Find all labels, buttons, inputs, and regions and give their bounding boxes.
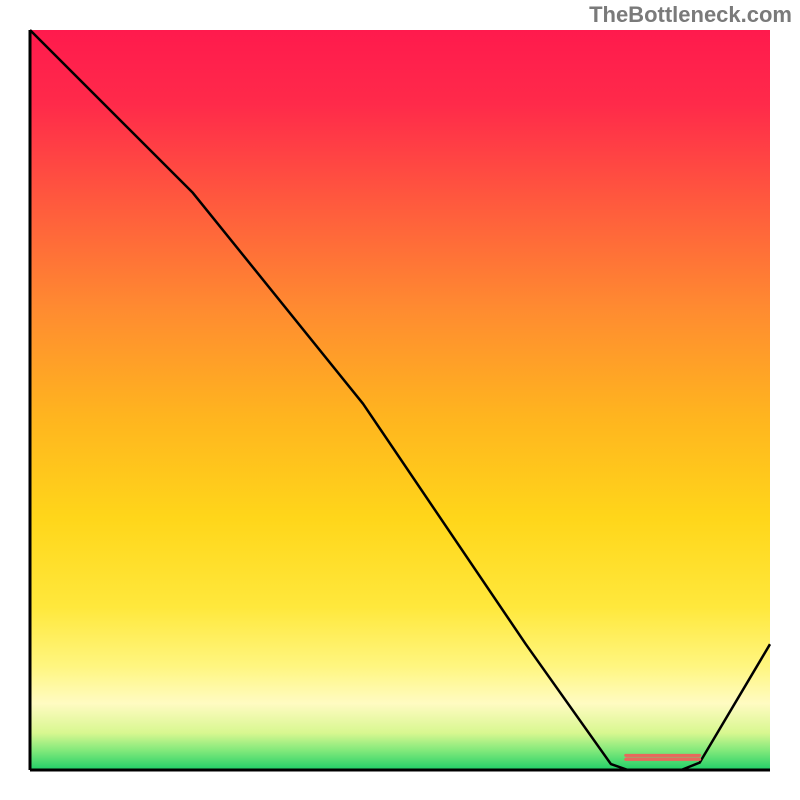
optimal-range-fill bbox=[626, 755, 700, 759]
bottleneck-chart bbox=[0, 0, 800, 800]
watermark-text: TheBottleneck.com bbox=[589, 2, 792, 28]
chart-container: TheBottleneck.com bbox=[0, 0, 800, 800]
